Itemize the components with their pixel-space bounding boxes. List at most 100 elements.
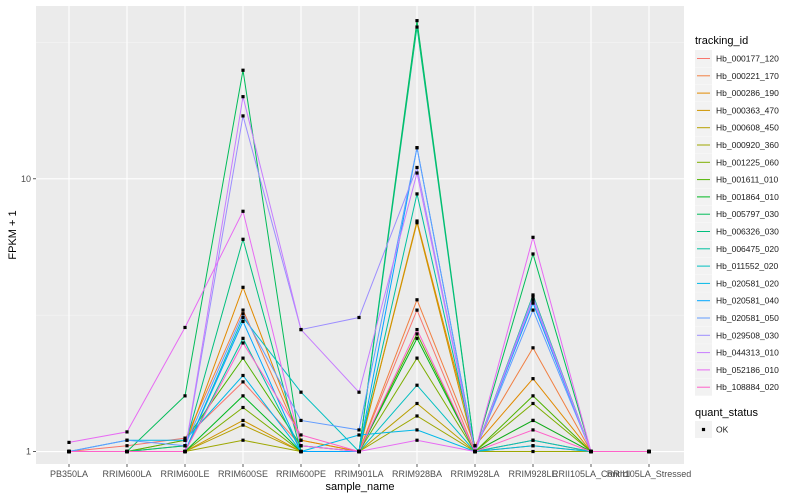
legend-items: Hb_000177_120 Hb_000221_170 Hb_000286_190 H… [695, 50, 779, 396]
data-point [241, 373, 245, 378]
legend-label: Hb_006326_030 [716, 227, 779, 237]
data-point [531, 428, 535, 432]
data-point [357, 433, 361, 437]
shape-legend: quant_status OK [695, 407, 758, 438]
data-point [299, 327, 303, 332]
data-point [357, 449, 361, 454]
data-point [531, 394, 535, 398]
x-axis: PB350LA RRIM600LA RRIM600LE RRIM600SE RRIM60… [50, 464, 691, 479]
data-point [415, 219, 419, 223]
legend-label: Hb_006475_020 [716, 244, 779, 254]
data-point [241, 438, 245, 442]
data-point [531, 401, 535, 406]
x-tick-label-5: RRIM901LA [334, 469, 383, 479]
legend-title: tracking_id [695, 35, 748, 47]
data-point [415, 221, 419, 225]
data-point [125, 430, 129, 434]
data-point [183, 394, 187, 398]
data-point [531, 294, 535, 299]
plot-panel [36, 6, 684, 464]
data-point [589, 449, 593, 454]
data-point [183, 444, 187, 448]
data-point [299, 418, 303, 423]
data-point [415, 401, 419, 406]
data-point [415, 356, 419, 360]
data-point [647, 449, 651, 454]
data-point [415, 192, 419, 196]
data-point [241, 95, 245, 99]
x-tick-label-2: RRIM600LE [160, 469, 209, 479]
data-point [125, 449, 129, 454]
x-axis-title: sample_name [325, 481, 394, 493]
y-axis-title: FPKM + 1 [7, 210, 19, 259]
legend-label: Hb_001864_010 [716, 192, 779, 202]
data-point [241, 319, 245, 323]
data-point [415, 428, 419, 432]
data-point [299, 390, 303, 394]
data-point [241, 285, 245, 289]
legend-label: Hb_001611_010 [716, 175, 779, 185]
data-point [241, 394, 245, 398]
data-point [241, 114, 245, 118]
data-point [531, 444, 535, 448]
x-tick-label-1: RRIM600LA [102, 469, 151, 479]
legend-label: Hb_000221_170 [716, 71, 779, 81]
data-point [357, 315, 361, 320]
data-point [415, 332, 419, 336]
data-point [531, 308, 535, 312]
data-point [415, 19, 419, 23]
data-point [415, 146, 419, 150]
legend-label: Hb_000608_450 [716, 123, 779, 133]
y-axis: 1 10 [21, 174, 36, 457]
data-point [531, 438, 535, 442]
legend-label: Hb_044313_010 [716, 348, 779, 358]
data-point [125, 444, 129, 448]
data-point [473, 444, 477, 448]
data-point [531, 298, 535, 302]
data-point [183, 436, 187, 440]
data-point [241, 380, 245, 384]
data-point [241, 356, 245, 360]
data-point [67, 449, 71, 454]
x-tick-label-4: RRIM600PE [276, 469, 326, 479]
data-point [241, 405, 245, 410]
x-tick-label-0: PB350LA [50, 469, 88, 479]
series-points [67, 19, 651, 454]
data-point [183, 438, 187, 442]
data-point [241, 336, 245, 340]
data-point [415, 165, 419, 170]
x-tick-label-3: RRIM600SE [218, 469, 268, 479]
data-point [241, 312, 245, 316]
data-point [531, 301, 535, 305]
data-point [241, 341, 245, 345]
legend: tracking_id Hb_000177_120 Hb_000221_170 Hb… [695, 35, 779, 396]
data-point [531, 449, 535, 454]
data-point [357, 428, 361, 432]
data-point [531, 252, 535, 256]
data-point [241, 308, 245, 312]
legend-label: Hb_000177_120 [716, 54, 779, 64]
data-point [531, 235, 535, 239]
legend-label: Hb_005797_030 [716, 209, 779, 219]
data-point [67, 440, 71, 445]
data-point [183, 449, 187, 454]
shape-legend-key-point [701, 427, 706, 432]
x-tick-label-6: RRIM928BA [392, 469, 442, 479]
x-tick-label-9: RRII105LA_Control [552, 469, 630, 479]
legend-label: Hb_011552_020 [716, 261, 779, 271]
data-point [357, 390, 361, 394]
data-point [299, 438, 303, 442]
data-point [473, 449, 477, 454]
data-point [299, 433, 303, 437]
data-point [299, 449, 303, 454]
data-point [531, 418, 535, 423]
legend-label: Hb_052186_010 [716, 365, 779, 375]
data-point [415, 327, 419, 332]
x-tick-label-8: RRIM928LE [508, 469, 557, 479]
data-point [415, 438, 419, 442]
data-point [241, 418, 245, 423]
data-point [531, 346, 535, 350]
legend-label: Hb_001225_060 [716, 157, 779, 167]
legend-label: Hb_020581_050 [716, 313, 779, 323]
